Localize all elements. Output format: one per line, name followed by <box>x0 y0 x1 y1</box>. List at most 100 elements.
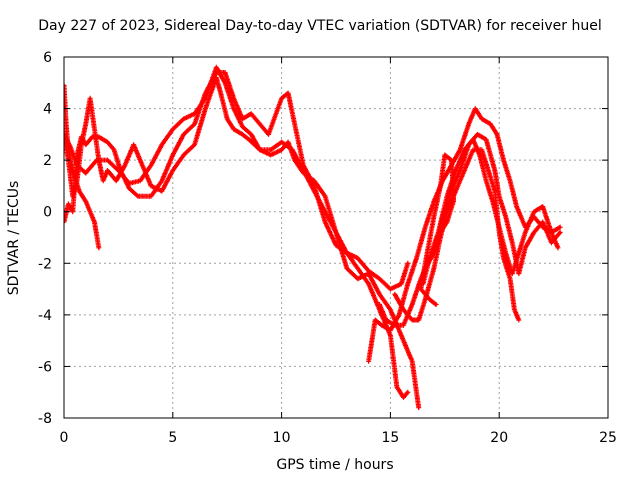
data-point <box>280 140 283 144</box>
data-point <box>258 122 262 126</box>
data-point <box>558 231 562 234</box>
data-point <box>432 215 436 219</box>
data-point <box>149 184 153 188</box>
axes: 0 5 10 15 20 25 -8 -6 -4 -2 0 2 4 6 <box>38 50 617 446</box>
data-point <box>556 246 560 250</box>
data-point <box>160 143 164 146</box>
data-point <box>532 231 536 234</box>
data-point <box>400 282 403 286</box>
data-point <box>378 277 381 280</box>
data-point <box>395 385 399 389</box>
data-point <box>373 318 377 322</box>
data-point <box>541 220 544 224</box>
data-point <box>71 210 74 213</box>
y-tick-label: 4 <box>43 102 52 118</box>
data-point <box>160 189 164 193</box>
data-point <box>498 225 501 229</box>
data-point <box>84 171 87 175</box>
data-point <box>291 112 294 115</box>
data-point <box>424 225 427 229</box>
data-point <box>323 210 327 213</box>
data-point <box>67 202 70 206</box>
data-point <box>476 133 479 136</box>
x-tick-label: 5 <box>168 430 177 446</box>
series-markers <box>64 75 411 400</box>
data-point <box>458 169 462 172</box>
data-point <box>410 318 414 322</box>
data-point <box>356 256 359 260</box>
data-point <box>432 251 436 255</box>
data-point <box>410 303 414 306</box>
y-tick-label: -2 <box>38 256 52 272</box>
data-point <box>112 148 116 152</box>
data-point <box>249 112 253 115</box>
data-point <box>406 282 410 286</box>
data-point <box>232 97 235 100</box>
data-point <box>424 267 427 270</box>
data-point <box>241 117 244 121</box>
data-point <box>493 189 497 193</box>
data-point <box>345 251 349 255</box>
data-point <box>171 169 174 172</box>
data-point <box>498 195 501 198</box>
y-tick-label: 2 <box>43 153 52 169</box>
x-tick-label: 0 <box>60 430 69 446</box>
data-point <box>286 140 290 144</box>
data-point <box>193 143 196 146</box>
data-point <box>491 200 494 203</box>
plot-frame <box>63 56 609 419</box>
data-point <box>267 133 270 136</box>
data-point <box>313 189 316 193</box>
data-point <box>223 71 227 74</box>
data-point <box>432 200 436 203</box>
data-point <box>84 143 87 146</box>
data-point <box>356 267 359 270</box>
data-point <box>149 195 153 198</box>
data-point <box>93 128 96 131</box>
data-point <box>389 308 392 311</box>
data-point <box>502 158 505 162</box>
data-point <box>450 158 453 162</box>
data-point <box>508 277 512 280</box>
data-point <box>226 117 229 121</box>
data-point <box>232 128 235 131</box>
data-point <box>356 277 359 280</box>
data-point <box>424 298 427 301</box>
data-point <box>171 153 174 157</box>
data-point <box>132 143 135 146</box>
data-point <box>149 164 153 167</box>
data-point <box>410 360 414 363</box>
data-point <box>97 135 101 139</box>
data-point <box>367 269 370 273</box>
data-point <box>515 205 518 208</box>
data-point <box>487 169 490 172</box>
data-point <box>75 179 79 182</box>
data-point <box>480 117 483 121</box>
data-point <box>445 220 449 224</box>
data-point <box>106 169 109 172</box>
data-point <box>93 220 96 224</box>
data-point <box>406 262 410 265</box>
data-point <box>463 148 466 152</box>
data-point <box>280 97 283 100</box>
data-point <box>502 256 505 260</box>
data-point <box>445 195 449 198</box>
data-point <box>513 308 516 311</box>
data-point <box>378 303 381 306</box>
data-point <box>84 122 87 126</box>
y-tick-label: -8 <box>38 411 52 427</box>
chart-title: Day 227 of 2023, Sidereal Day-to-day VTE… <box>38 18 602 34</box>
data-point <box>249 133 253 136</box>
data-point <box>389 334 392 337</box>
data-point <box>541 225 544 229</box>
data-point <box>550 241 553 244</box>
data-point <box>323 195 327 198</box>
data-point <box>97 158 101 162</box>
data-point <box>541 205 544 208</box>
data-point <box>215 66 218 69</box>
data-point <box>504 215 507 219</box>
data-point <box>286 91 290 95</box>
y-tick-label: 0 <box>43 205 52 221</box>
data-point <box>432 267 436 270</box>
data-point <box>128 187 131 190</box>
